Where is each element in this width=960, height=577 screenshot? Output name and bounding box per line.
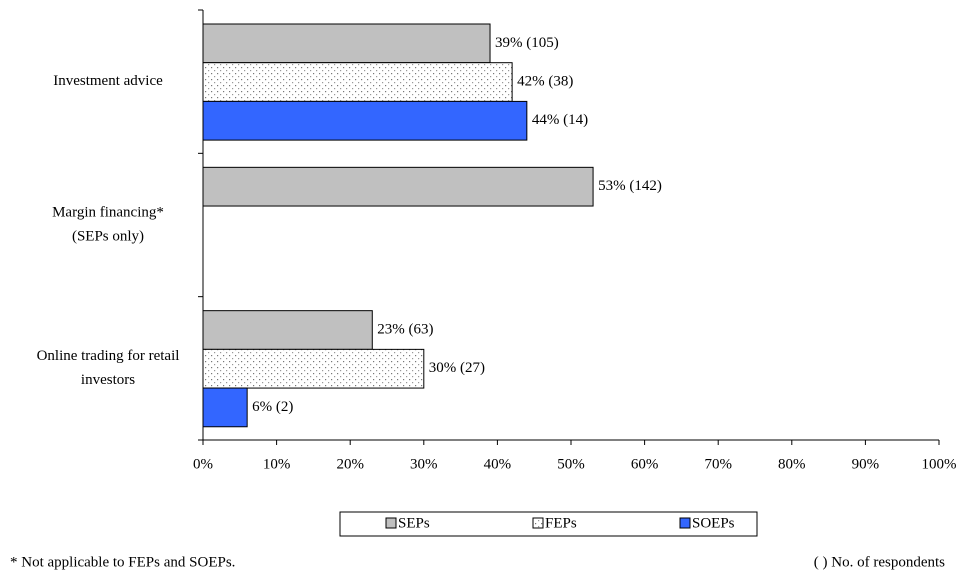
- bar: [202, 387, 248, 428]
- legend-swatch: [532, 517, 544, 529]
- y-tick-label: Margin financing*: [52, 204, 164, 220]
- value-label: 6% (2): [252, 399, 293, 415]
- x-tick-label: 10%: [263, 456, 291, 472]
- bar: [202, 166, 594, 207]
- y-tick-label: (SEPs only): [72, 228, 144, 244]
- bar: [202, 310, 373, 350]
- value-label: 23% (63): [377, 321, 433, 337]
- x-tick-label: 80%: [778, 456, 806, 472]
- value-label: 44% (14): [532, 112, 588, 128]
- legend-label: FEPs: [545, 515, 577, 531]
- y-tick-label: investors: [81, 372, 135, 388]
- legend-swatch: [385, 517, 397, 529]
- legend-label: SOEPs: [692, 515, 735, 531]
- bar: [202, 23, 491, 64]
- y-tick-label: Investment advice: [53, 73, 163, 89]
- x-tick-label: 20%: [336, 456, 364, 472]
- x-tick-label: 30%: [410, 456, 438, 472]
- x-tick-label: 40%: [484, 456, 512, 472]
- y-tick-label: Online trading for retail: [37, 348, 180, 364]
- x-tick-label: 70%: [704, 456, 732, 472]
- value-label: 42% (38): [517, 73, 573, 89]
- x-tick-label: 50%: [557, 456, 585, 472]
- legend-note: ( ) No. of respondents: [814, 554, 945, 570]
- x-tick-label: 0%: [193, 456, 213, 472]
- value-label: 39% (105): [495, 35, 559, 51]
- x-tick-label: 90%: [852, 456, 880, 472]
- bar: [202, 62, 513, 102]
- bar: [202, 348, 425, 389]
- value-label: 53% (142): [598, 178, 662, 194]
- value-label: 30% (27): [429, 360, 485, 376]
- x-tick-label: 60%: [631, 456, 659, 472]
- legend-label: SEPs: [398, 515, 430, 531]
- x-tick-label: 100%: [922, 456, 957, 472]
- legend-swatch: [679, 517, 691, 529]
- footnote: * Not applicable to FEPs and SOEPs.: [10, 554, 235, 570]
- bar: [202, 100, 528, 141]
